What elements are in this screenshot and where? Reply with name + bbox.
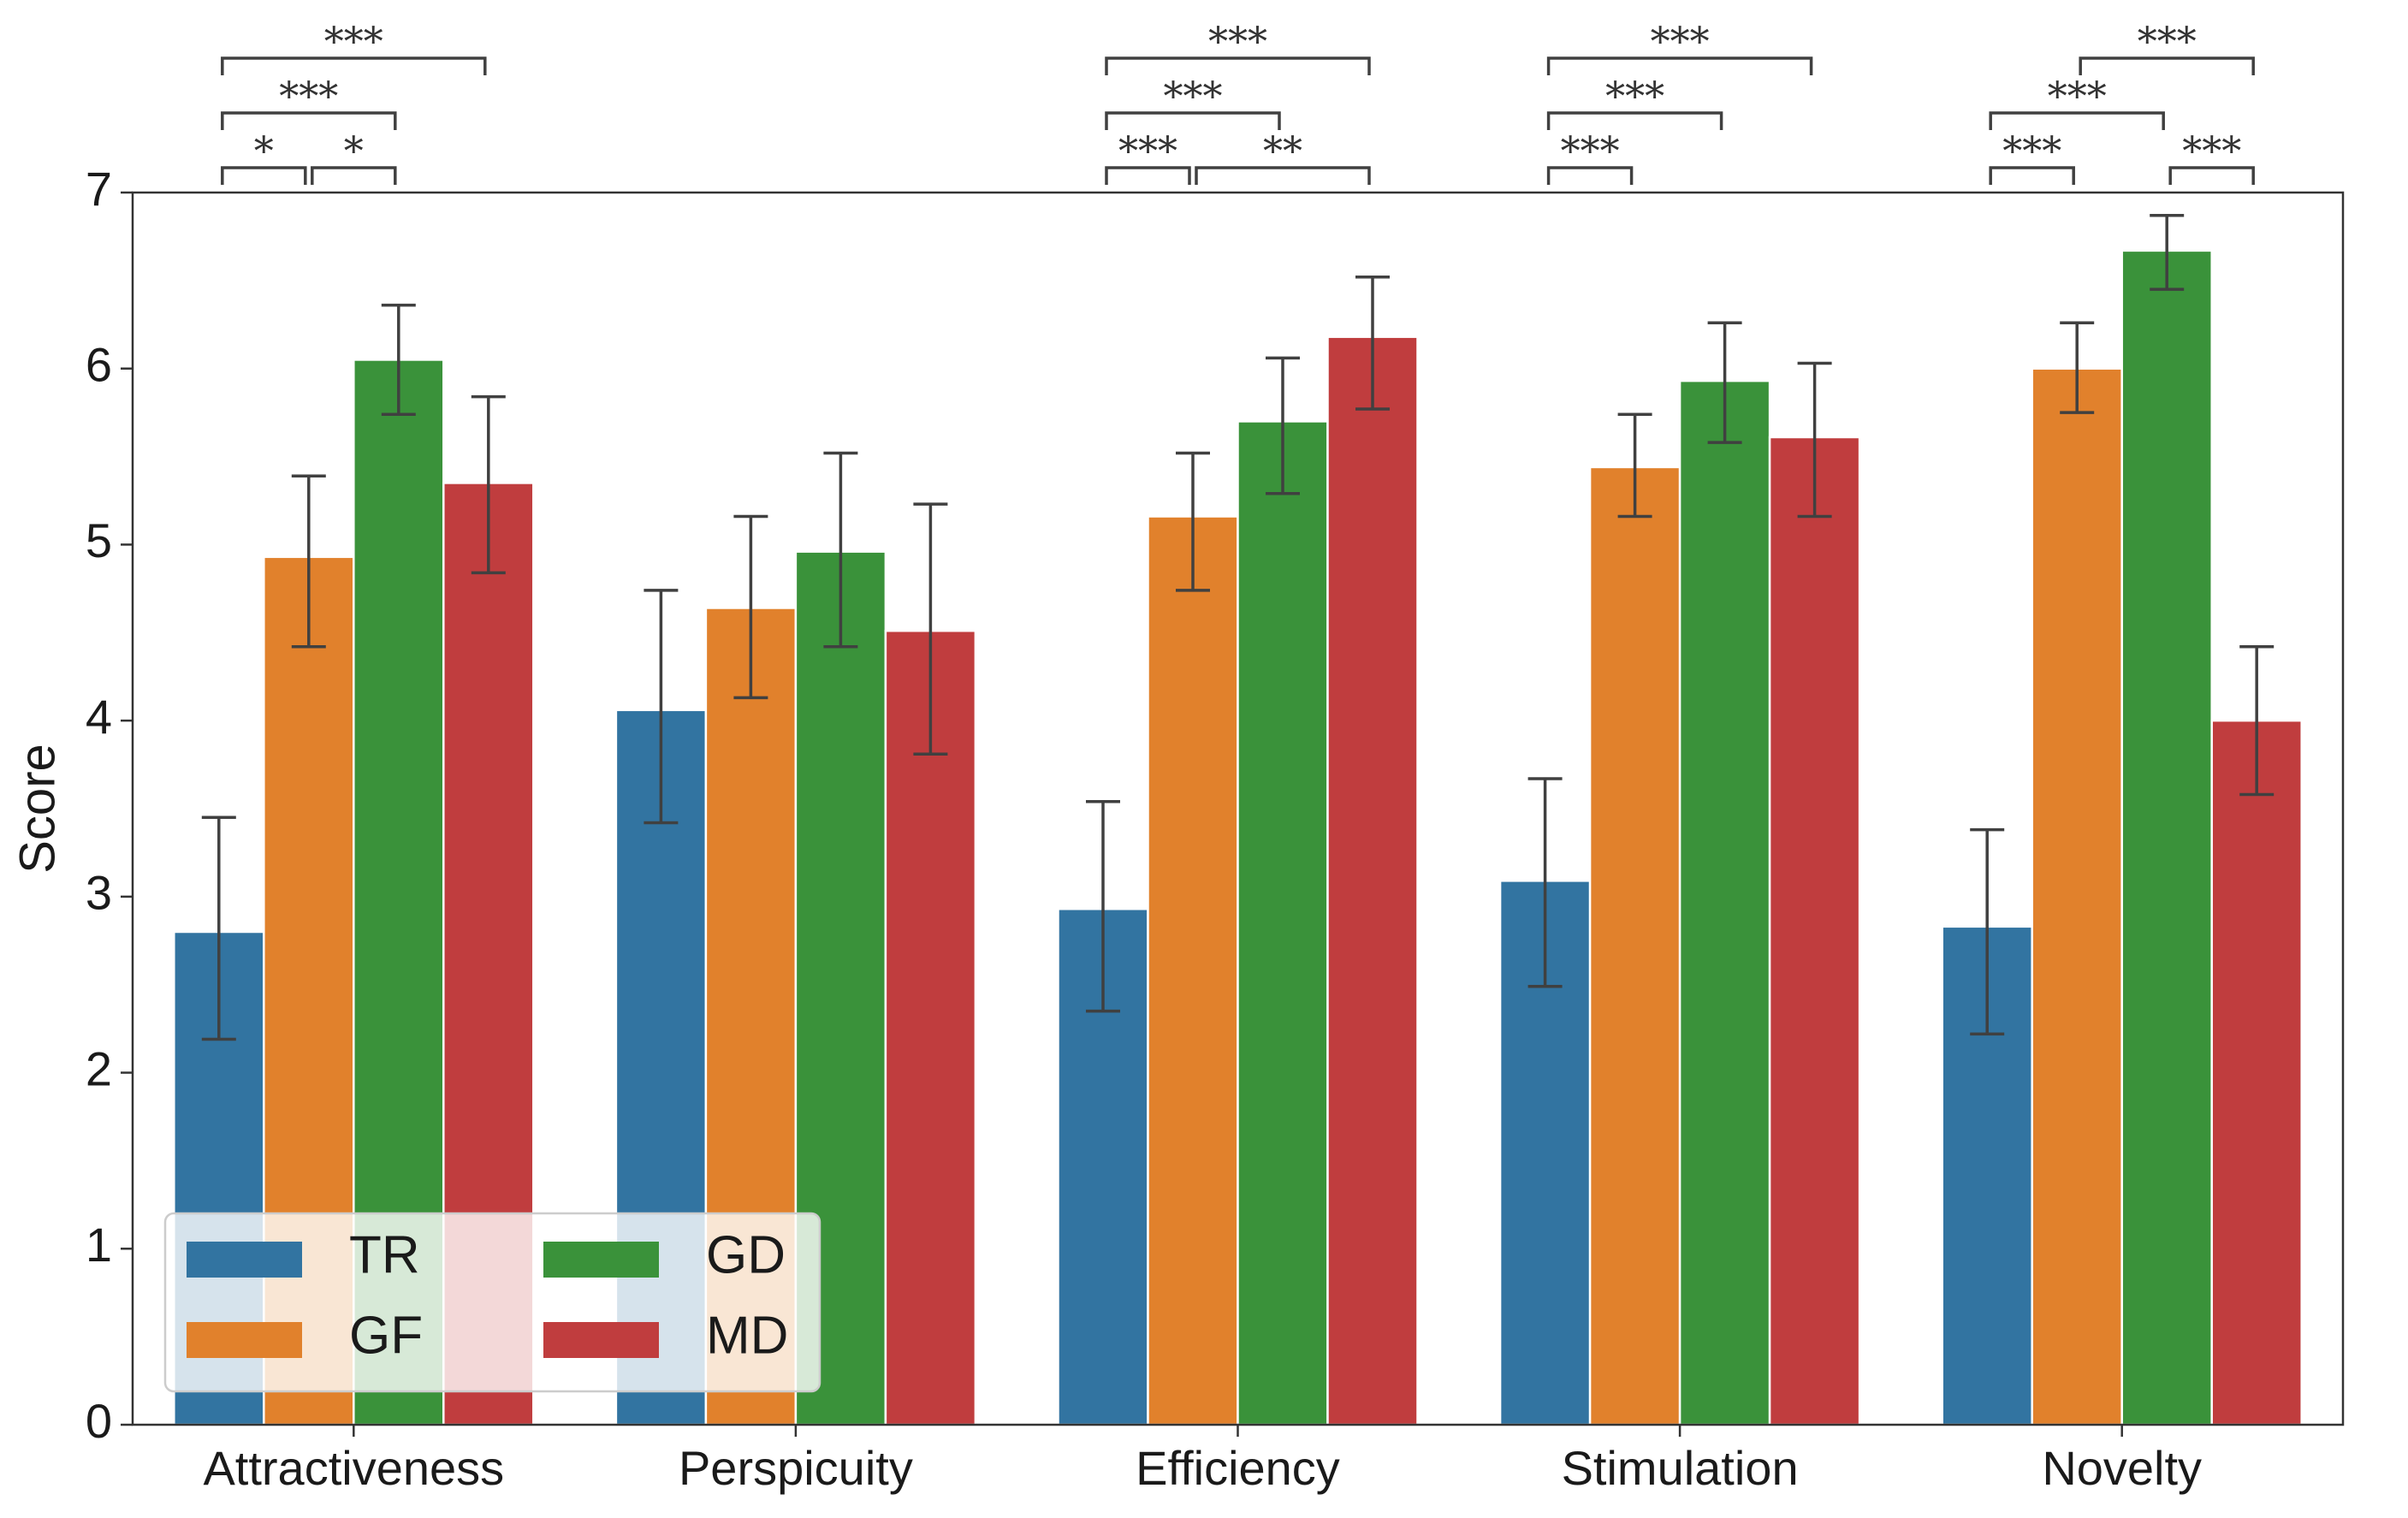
error-bar-gd-novelty bbox=[2150, 213, 2185, 291]
legend-swatch-tr bbox=[187, 1242, 302, 1278]
legend-swatch-md bbox=[543, 1322, 659, 1358]
error-bar-gf-novelty bbox=[2060, 321, 2095, 414]
error-bar-md-attractiveness bbox=[471, 394, 506, 575]
bars-layer bbox=[173, 249, 2303, 1426]
sig-bracket-attractiveness-gf-gd: * bbox=[311, 127, 397, 185]
sig-bracket-attractiveness-tr-md: *** bbox=[221, 18, 487, 75]
error-bar-gd-perspicuity bbox=[823, 451, 858, 649]
error-bar-tr-efficiency bbox=[1086, 800, 1120, 1013]
sig-label: *** bbox=[1164, 73, 1223, 119]
bar-gf-stimulation bbox=[1588, 465, 1681, 1426]
sig-label: *** bbox=[1208, 18, 1267, 64]
sig-label: *** bbox=[2182, 127, 2241, 174]
error-bar-tr-attractiveness bbox=[201, 815, 236, 1041]
error-bar-tr-stimulation bbox=[1527, 777, 1563, 988]
bar-md-efficiency bbox=[1326, 335, 1419, 1426]
sig-bracket-attractiveness-tr-gd: *** bbox=[221, 73, 397, 130]
sig-label: * bbox=[344, 127, 364, 174]
legend-label-gf: GF bbox=[349, 1306, 423, 1365]
bar-gd-efficiency bbox=[1237, 420, 1329, 1426]
legend-label-md: MD bbox=[706, 1306, 788, 1365]
y-tick-label: 2 bbox=[86, 1041, 112, 1095]
bar-md-stimulation bbox=[1768, 436, 1861, 1426]
legend-label-gd: GD bbox=[706, 1225, 786, 1284]
x-tick-label-stimulation: Stimulation bbox=[1562, 1441, 1799, 1495]
error-bar-md-novelty bbox=[2239, 644, 2275, 797]
error-bar-gd-stimulation bbox=[1707, 321, 1742, 444]
x-tick-label-perspicuity: Perspicuity bbox=[679, 1441, 913, 1495]
sig-label: *** bbox=[2048, 73, 2107, 119]
y-tick-label: 3 bbox=[86, 866, 112, 920]
legend-item-gd: GD bbox=[543, 1225, 786, 1284]
sig-label: *** bbox=[1561, 127, 1620, 174]
bar-gd-stimulation bbox=[1678, 379, 1771, 1426]
y-tick-label: 0 bbox=[86, 1394, 112, 1448]
y-tick-label: 4 bbox=[86, 690, 112, 744]
bar-gf-novelty bbox=[2031, 367, 2123, 1426]
y-tick-label: 1 bbox=[86, 1218, 112, 1272]
sig-bracket-stimulation-tr-md: *** bbox=[1546, 18, 1813, 75]
sig-label: *** bbox=[1651, 18, 1710, 64]
bar-gd-novelty bbox=[2120, 249, 2213, 1426]
y-tick-label: 7 bbox=[86, 162, 112, 216]
legend-item-md: MD bbox=[543, 1306, 788, 1365]
y-axis-label: Score bbox=[9, 744, 65, 874]
x-ticks: Attractiveness Perspicuity Efficiency Stimu… bbox=[203, 1425, 2202, 1495]
error-bar-tr-perspicuity bbox=[644, 589, 679, 825]
x-tick-label-efficiency: Efficiency bbox=[1136, 1441, 1340, 1495]
y-tick-label: 5 bbox=[86, 513, 112, 567]
sig-label: *** bbox=[324, 18, 383, 64]
sig-bracket-novelty-gf-md: *** bbox=[2079, 18, 2255, 75]
error-bar-gd-efficiency bbox=[1266, 356, 1300, 495]
error-bar-tr-novelty bbox=[1970, 827, 2005, 1036]
sig-bracket-novelty-tr-gd: *** bbox=[1989, 73, 2165, 130]
sig-label: *** bbox=[1605, 73, 1664, 119]
error-bar-gf-stimulation bbox=[1617, 412, 1652, 519]
sig-bracket-stimulation-tr-gd: *** bbox=[1546, 73, 1723, 130]
sig-bracket-efficiency-tr-md: *** bbox=[1105, 18, 1371, 75]
sig-bracket-stimulation-tr-gf: *** bbox=[1546, 127, 1634, 185]
sig-bracket-efficiency-tr-gf: *** bbox=[1105, 127, 1191, 185]
significance-brackets: * ********** ******************** ********* bbox=[221, 18, 2255, 185]
x-tick-label-novelty: Novelty bbox=[2042, 1441, 2202, 1495]
y-tick-label: 6 bbox=[86, 338, 112, 392]
sig-bracket-efficiency-tr-gd: *** bbox=[1105, 73, 1281, 130]
sig-bracket-novelty-gd-md: *** bbox=[2168, 127, 2255, 185]
y-ticks: 0 1 2 3 4 5 6 7 bbox=[86, 162, 133, 1448]
sig-label: *** bbox=[1118, 127, 1177, 174]
legend: TR GD GF MD bbox=[163, 1212, 821, 1393]
sig-label: *** bbox=[279, 73, 338, 119]
error-bar-gd-attractiveness bbox=[381, 303, 416, 416]
sig-bracket-attractiveness-tr-gf: * bbox=[221, 127, 307, 185]
sig-label: *** bbox=[2138, 18, 2197, 64]
error-bar-gf-efficiency bbox=[1176, 451, 1210, 592]
error-bar-md-efficiency bbox=[1355, 275, 1390, 411]
bar-gf-efficiency bbox=[1147, 515, 1239, 1426]
sig-label: *** bbox=[2002, 127, 2061, 174]
error-bar-md-stimulation bbox=[1797, 361, 1832, 519]
error-bar-gf-perspicuity bbox=[733, 514, 768, 700]
legend-swatch-gf bbox=[187, 1322, 302, 1358]
legend-label-tr: TR bbox=[349, 1225, 420, 1284]
bar-md-perspicuity bbox=[884, 629, 977, 1426]
x-tick-label-attractiveness: Attractiveness bbox=[203, 1441, 504, 1495]
sig-bracket-efficiency-gf-md: ** bbox=[1195, 127, 1371, 185]
error-bar-md-perspicuity bbox=[913, 502, 948, 756]
error-bars-layer bbox=[201, 213, 2275, 1041]
legend-item-gf: GF bbox=[187, 1306, 423, 1365]
sig-label: * bbox=[254, 127, 274, 174]
sig-label: ** bbox=[1263, 127, 1302, 174]
bar-md-novelty bbox=[2210, 719, 2303, 1426]
legend-item-tr: TR bbox=[187, 1225, 420, 1284]
legend-swatch-gd bbox=[543, 1242, 659, 1278]
sig-bracket-novelty-tr-gf: *** bbox=[1989, 127, 2075, 185]
error-bar-gf-attractiveness bbox=[291, 474, 326, 649]
